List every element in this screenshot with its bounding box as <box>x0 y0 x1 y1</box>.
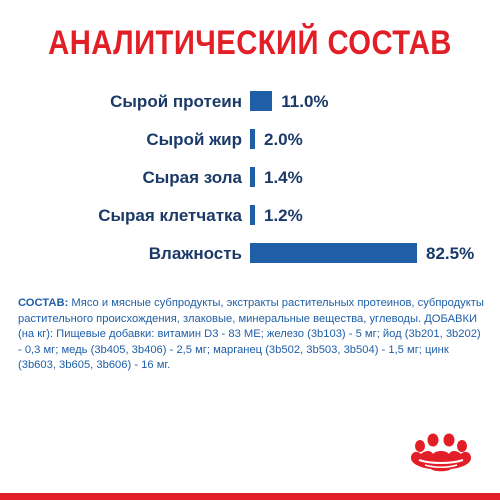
bar-label: Сырая клетчатка <box>98 206 242 225</box>
bar-value-label: 82.5% <box>426 244 475 263</box>
bar-value-label: 1.2% <box>264 206 303 225</box>
bar-label: Влажность <box>148 244 242 263</box>
bar <box>250 91 273 111</box>
page-title: АНАЛИТИЧЕСКИЙ СОСТАВ <box>48 24 452 62</box>
bar-label: Сырой жир <box>146 130 242 149</box>
composition-body: Мясо и мясные субпродукты, экстракты рас… <box>18 297 484 372</box>
composition-label: СОСТАВ: <box>18 297 69 309</box>
bar-label: Сырой протеин <box>110 92 242 111</box>
bar-value-label: 1.4% <box>264 168 303 187</box>
bar <box>250 167 255 187</box>
bar-value-label: 11.0% <box>281 92 329 111</box>
analysis-bar-chart: Сырой протеин 11.0% Сырой жир 2.0% Сырая зол… <box>98 91 475 263</box>
bar-value-label: 2.0% <box>264 130 303 149</box>
bar <box>250 129 255 149</box>
bar <box>250 205 255 225</box>
bar-label: Сырая зола <box>142 168 242 187</box>
composition-text: СОСТАВ: Мясо и мясные субпродукты, экстр… <box>18 296 486 374</box>
footer-stripe <box>0 493 500 500</box>
royal-canin-crown-logo-icon <box>411 433 471 472</box>
bar <box>250 243 417 263</box>
